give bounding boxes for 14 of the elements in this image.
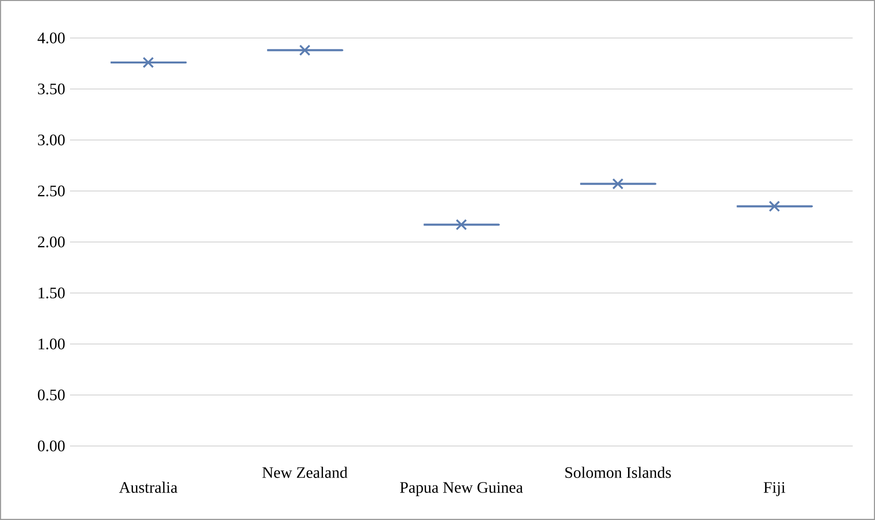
y-tick-label: 1.50	[38, 288, 65, 298]
y-tick-label: 4.00	[38, 32, 65, 44]
x-tick-label: Papua New Guinea	[400, 482, 523, 496]
y-tick-label: 3.50	[38, 84, 65, 94]
y-tick-label: 2.50	[38, 186, 65, 196]
y-tick-label: 0.00	[38, 440, 65, 452]
x-tick-label: Solomon Islands	[565, 466, 671, 478]
y-tick-label: 0.50	[38, 390, 65, 400]
y-tick-label: 1.00	[38, 338, 65, 350]
x-tick-label: Fiji	[764, 482, 786, 496]
y-tick-label: 2.00	[38, 236, 65, 248]
x-tick-label: New Zealand	[262, 466, 348, 478]
y-tick-label: 3.00	[38, 134, 65, 146]
x-tick-label: Australia	[119, 482, 178, 493]
